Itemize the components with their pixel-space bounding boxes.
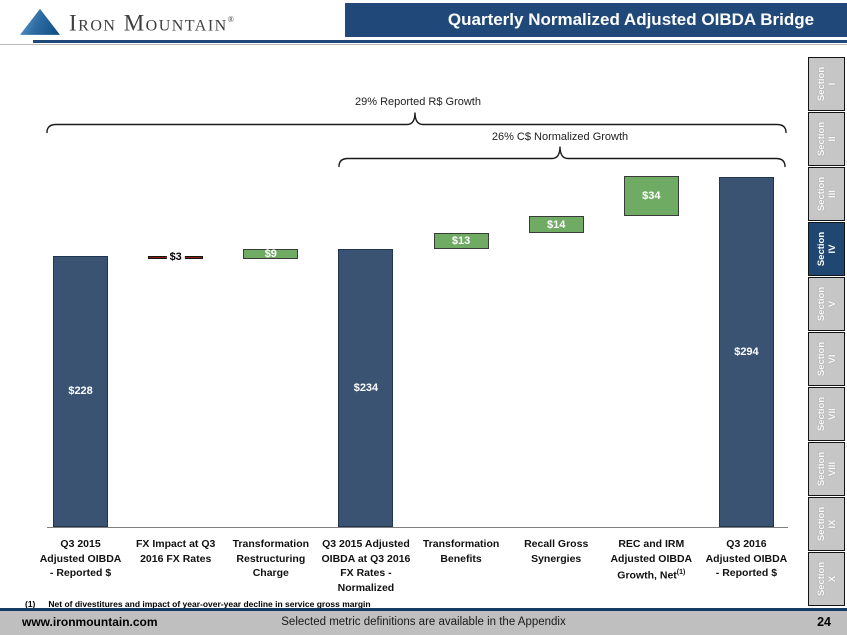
bar-value-label-8: $294 (734, 346, 759, 359)
category-label-3: Transformation Restructuring Charge (232, 538, 310, 579)
section-tab-i[interactable]: Section I (808, 57, 845, 111)
waterfall-bar-3 (243, 248, 299, 260)
waterfall-bar-6 (528, 216, 584, 234)
category-label-5: Transformation Benefits (422, 538, 500, 565)
category-label-8: Q3 2016 Adjusted OIBDA - Reported $ (705, 538, 788, 579)
waterfall-bar-4 (338, 248, 394, 527)
waterfall-bar-5 (433, 233, 489, 249)
section-tab-label: Section VII (815, 396, 838, 431)
section-tab-label: Section VIII (815, 451, 838, 486)
mountain-triangle-icon (20, 8, 60, 35)
bar-value-label-2: $3 (166, 251, 185, 264)
section-tab-label: Section I (815, 66, 838, 101)
brace-reported-growth (46, 112, 787, 134)
section-tab-vi[interactable]: Section VI (808, 332, 845, 386)
header-divider (0, 44, 847, 45)
page-number: 24 (817, 615, 831, 629)
page-title: Quarterly Normalized Adjusted OIBDA Brid… (345, 3, 847, 37)
registered-mark: ® (227, 15, 236, 24)
logo-text: Iron Mountain® (69, 7, 235, 37)
waterfall-bar-7 (623, 175, 679, 217)
annotation-reported-growth: 29% Reported R$ Growth (355, 96, 481, 108)
bar-value-label-4: $234 (353, 381, 379, 394)
bar-value-label-6: $14 (547, 218, 566, 231)
bar-value-label-3: $9 (264, 247, 277, 260)
section-tab-label: Section VI (815, 341, 838, 376)
logo-wordmark: Iron Mountain (69, 10, 228, 36)
footer-website-link[interactable]: www.ironmountain.com (22, 615, 158, 629)
section-tab-label: Section X (815, 561, 838, 596)
waterfall-bar-8 (718, 177, 774, 527)
annotation-normalized-growth: 26% C$ Normalized Growth (491, 131, 629, 143)
section-tab-ii[interactable]: Section II (808, 112, 845, 166)
category-label-1: Q3 2015 Adjusted OIBDA - Reported $ (39, 538, 122, 579)
category-label-6: Recall Gross Synergies (524, 538, 589, 565)
waterfall-bar-1 (53, 255, 109, 527)
x-axis-line (47, 527, 788, 528)
footnote: (1) Net of divestitures and impact of yea… (25, 599, 371, 609)
category-label-7: REC and IRM Adjusted OIBDA Growth, Net(1) (610, 538, 693, 582)
iron-mountain-logo: Iron Mountain® (20, 7, 235, 37)
footer-bar: www.ironmountain.com Selected metric def… (0, 608, 847, 635)
bar-value-label-5: $13 (451, 234, 471, 247)
bar-value-label-7: $34 (642, 190, 661, 203)
section-tab-label: Section IV (815, 231, 838, 266)
section-tab-ix[interactable]: Section IX (808, 497, 845, 551)
section-tab-viii[interactable]: Section VIII (808, 442, 845, 496)
section-tab-label: Section V (815, 286, 838, 321)
footnote-text: Net of divestitures and impact of year-o… (48, 599, 371, 609)
section-tab-label: Section II (815, 121, 838, 156)
category-label-4: Q3 2015 Adjusted OIBDA at Q3 2016 FX Rates… (321, 538, 411, 594)
section-tab-iv[interactable]: Section IV (808, 222, 845, 276)
brace-normalized-growth (338, 146, 786, 168)
section-tab-x[interactable]: Section X (808, 552, 845, 606)
footer-note: Selected metric definitions are availabl… (281, 616, 566, 628)
footnote-marker: (1) (25, 599, 36, 609)
section-tab-label: Section III (815, 176, 838, 211)
bar-value-label-1: $228 (68, 385, 93, 398)
section-tab-iii[interactable]: Section III (808, 167, 845, 221)
section-tab-vii[interactable]: Section VII (808, 387, 845, 441)
header-rule (33, 40, 847, 43)
section-tab-v[interactable]: Section V (808, 277, 845, 331)
category-label-2: FX Impact at Q3 2016 FX Rates (136, 538, 216, 565)
section-tab-label: Section IX (815, 506, 838, 541)
